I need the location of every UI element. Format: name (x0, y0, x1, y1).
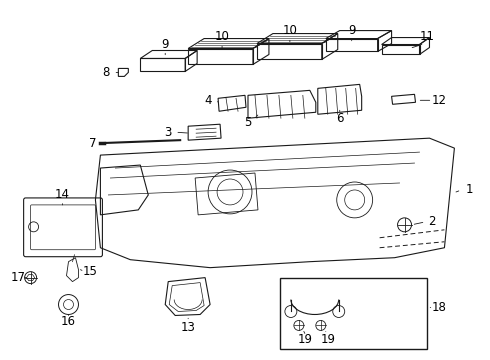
Text: 19: 19 (297, 333, 312, 346)
Text: 3: 3 (165, 126, 172, 139)
Text: 9: 9 (162, 38, 169, 51)
Text: 4: 4 (204, 94, 212, 107)
Text: 13: 13 (181, 321, 196, 334)
Text: 10: 10 (282, 24, 297, 37)
Text: 11: 11 (420, 30, 435, 43)
Text: 7: 7 (89, 137, 96, 150)
Bar (280, 278, 427, 349)
Text: 5: 5 (245, 116, 252, 129)
Text: 16: 16 (61, 315, 76, 328)
Text: 17: 17 (11, 271, 26, 284)
Text: 12: 12 (432, 94, 447, 107)
Text: 6: 6 (336, 112, 343, 125)
Text: 1: 1 (466, 184, 473, 197)
Text: 19: 19 (320, 333, 335, 346)
Text: 15: 15 (83, 265, 98, 278)
Text: 9: 9 (348, 24, 355, 37)
Text: 10: 10 (215, 30, 229, 43)
Text: 2: 2 (428, 215, 435, 228)
Text: 18: 18 (432, 301, 447, 314)
Text: 14: 14 (55, 188, 70, 202)
Text: 8: 8 (103, 66, 110, 79)
